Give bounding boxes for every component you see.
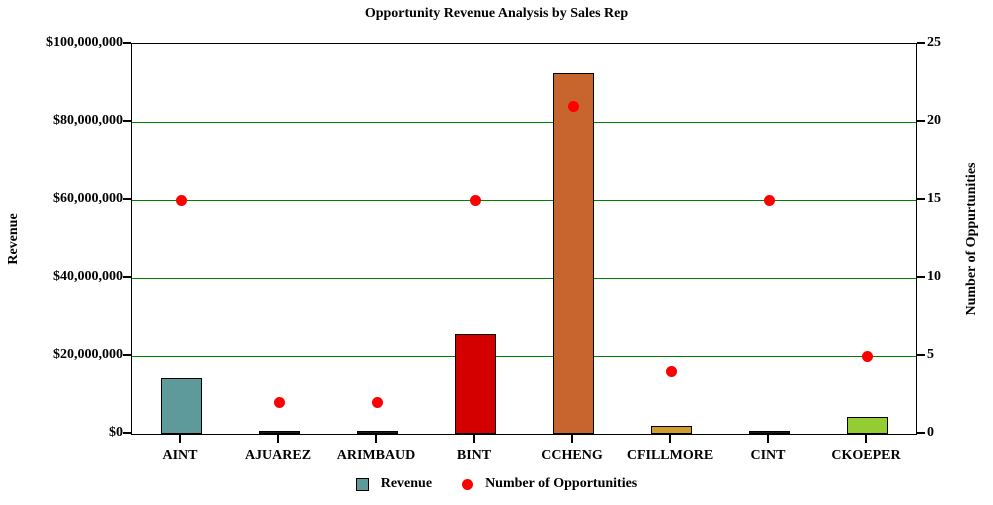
left-axis-tick-label: $40,000,000	[53, 269, 123, 284]
gridline	[132, 277, 916, 279]
legend-opportunities-dot-icon	[462, 478, 474, 490]
gridline	[132, 121, 916, 123]
right-axis-tick	[917, 432, 925, 434]
left-axis-tick	[123, 354, 131, 356]
left-axis-tick-label: $20,000,000	[53, 347, 123, 362]
point-AJUAREZ	[273, 397, 285, 409]
x-axis-tick	[277, 435, 279, 443]
left-axis-tick-label: $100,000,000	[46, 35, 123, 50]
legend-revenue-label: Revenue	[380, 476, 433, 491]
bar-AJUAREZ	[258, 431, 300, 434]
legend-revenue-swatch-icon	[355, 477, 369, 491]
x-axis-tick	[767, 435, 769, 443]
x-tick-label-BINT: BINT	[456, 448, 492, 463]
x-tick-label-CKOEPER: CKOEPER	[831, 448, 901, 463]
right-axis-tick-label: 5	[927, 347, 934, 362]
x-axis-tick	[179, 435, 181, 443]
x-axis-tick	[865, 435, 867, 443]
right-axis-label: Number of Oppurtunities	[964, 162, 979, 316]
left-axis-tick	[123, 276, 131, 278]
bar-CINT	[748, 431, 790, 434]
x-tick-label-AJUAREZ: AJUAREZ	[244, 448, 312, 463]
chart-title: Opportunity Revenue Analysis by Sales Re…	[364, 6, 629, 21]
right-axis-tick	[917, 354, 925, 356]
gridline	[132, 199, 916, 201]
legend-opportunities-label: Number of Opportunities	[485, 476, 638, 491]
point-CFILLMORE	[665, 366, 677, 378]
point-AINT	[175, 194, 187, 206]
left-axis-tick	[123, 432, 131, 434]
left-axis-label: Revenue	[6, 213, 21, 265]
left-axis-tick-label: $60,000,000	[53, 191, 123, 206]
right-axis-tick-label: 0	[927, 425, 934, 440]
x-axis-tick	[375, 435, 377, 443]
right-axis-tick	[917, 198, 925, 200]
right-axis-tick-label: 15	[927, 191, 941, 206]
x-tick-label-AINT: AINT	[162, 448, 198, 463]
bar-BINT	[454, 334, 496, 434]
right-axis-tick-label: 25	[927, 35, 941, 50]
x-axis-tick	[473, 435, 475, 443]
left-axis-tick	[123, 42, 131, 44]
plot-area	[131, 43, 917, 435]
right-axis-tick	[917, 42, 925, 44]
point-CCHENG	[567, 100, 579, 112]
right-axis-tick	[917, 120, 925, 122]
bar-CFILLMORE	[650, 426, 692, 434]
x-tick-label-ARIMBAUD: ARIMBAUD	[336, 448, 416, 463]
x-tick-label-CFILLMORE: CFILLMORE	[626, 448, 714, 463]
bar-ARIMBAUD	[356, 431, 398, 434]
chart-legend: Revenue Number of Opportunities	[0, 476, 993, 492]
bar-CKOEPER	[846, 416, 888, 434]
x-tick-label-CCHENG: CCHENG	[541, 448, 603, 463]
left-axis-tick	[123, 120, 131, 122]
x-axis-tick	[571, 435, 573, 443]
bar-AINT	[160, 377, 202, 434]
right-axis-tick-label: 20	[927, 113, 941, 128]
right-axis-tick	[917, 276, 925, 278]
point-CINT	[763, 194, 775, 206]
point-BINT	[469, 194, 481, 206]
gridline	[132, 355, 916, 357]
point-CKOEPER	[861, 350, 873, 362]
x-tick-label-CINT: CINT	[750, 448, 786, 463]
right-axis-tick-label: 10	[927, 269, 941, 284]
left-axis-tick	[123, 198, 131, 200]
left-axis-tick-label: $0	[109, 425, 123, 440]
point-ARIMBAUD	[371, 397, 383, 409]
bar-CCHENG	[552, 73, 594, 434]
left-axis-tick-label: $80,000,000	[53, 113, 123, 128]
x-axis-tick	[669, 435, 671, 443]
